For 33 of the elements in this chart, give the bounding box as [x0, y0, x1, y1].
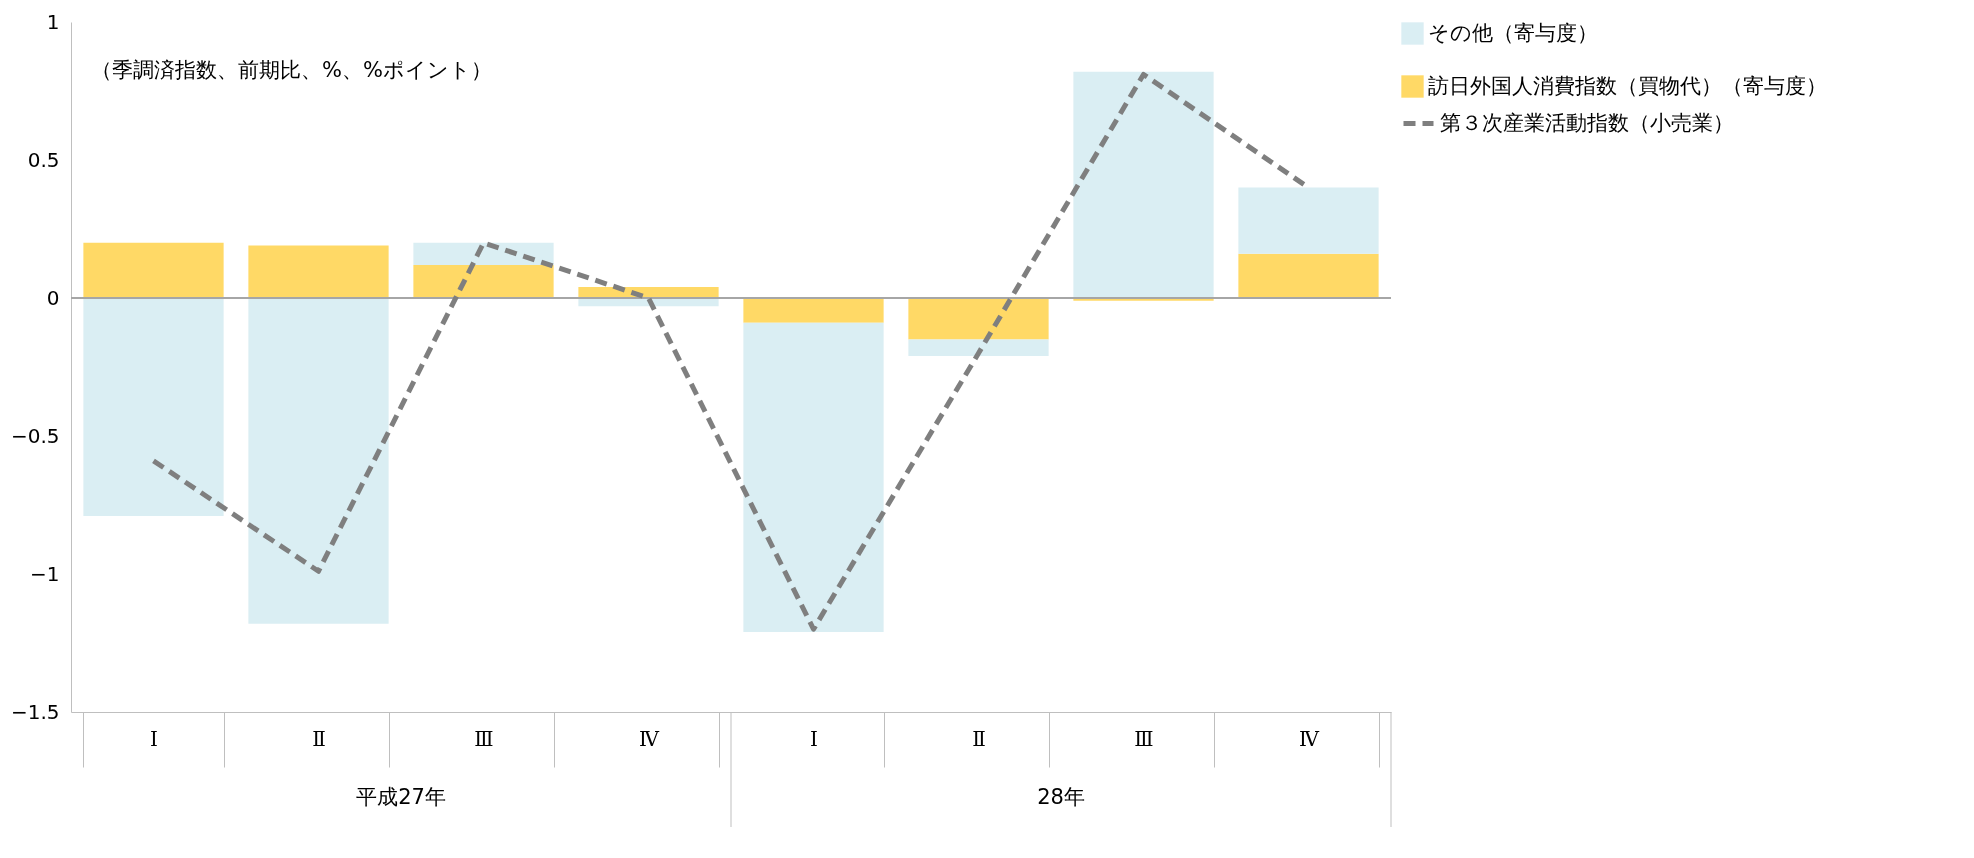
y-tick-label: 0 [46, 285, 60, 310]
x-tick-label: Ⅱ [972, 726, 986, 751]
bar [1238, 187, 1379, 254]
bar [248, 298, 389, 624]
y-tick-label: −1.5 [10, 699, 60, 724]
text: 28年 [1037, 785, 1085, 809]
x-tick-label: Ⅳ [639, 726, 661, 751]
bar [413, 264, 554, 298]
legend-label: その他（寄与度） [1428, 20, 1598, 45]
bar [248, 245, 389, 298]
bar [743, 322, 884, 632]
bar [908, 298, 1049, 340]
x-tick-label: Ⅰ [810, 726, 818, 751]
x-tick-label: Ⅲ [474, 726, 494, 751]
legend-label: 訪日外国人消費指数（買物代）（寄与度） [1428, 73, 1827, 98]
y-tick-label: −0.5 [10, 423, 60, 448]
x-tick-label: Ⅱ [312, 726, 326, 751]
legend-label: 第３次産業活動指数（小売業） [1440, 110, 1734, 135]
y-tick-label: 0.5 [27, 147, 60, 172]
bar [83, 242, 224, 298]
bar [1073, 71, 1214, 298]
bar [413, 242, 554, 265]
bar [743, 298, 884, 323]
text: 平成27年 [356, 785, 446, 809]
annotation: （季調済指数、前期比、%、%ポイント） [91, 58, 492, 82]
x-tick-label: Ⅲ [1134, 726, 1154, 751]
y-tick-label: 1 [46, 9, 60, 34]
bar [83, 298, 224, 517]
bar [1238, 253, 1379, 298]
x-tick-label: Ⅰ [150, 726, 158, 751]
y-tick-label: −1 [30, 561, 60, 586]
bar [908, 339, 1049, 356]
x-tick-label: Ⅳ [1299, 726, 1321, 751]
